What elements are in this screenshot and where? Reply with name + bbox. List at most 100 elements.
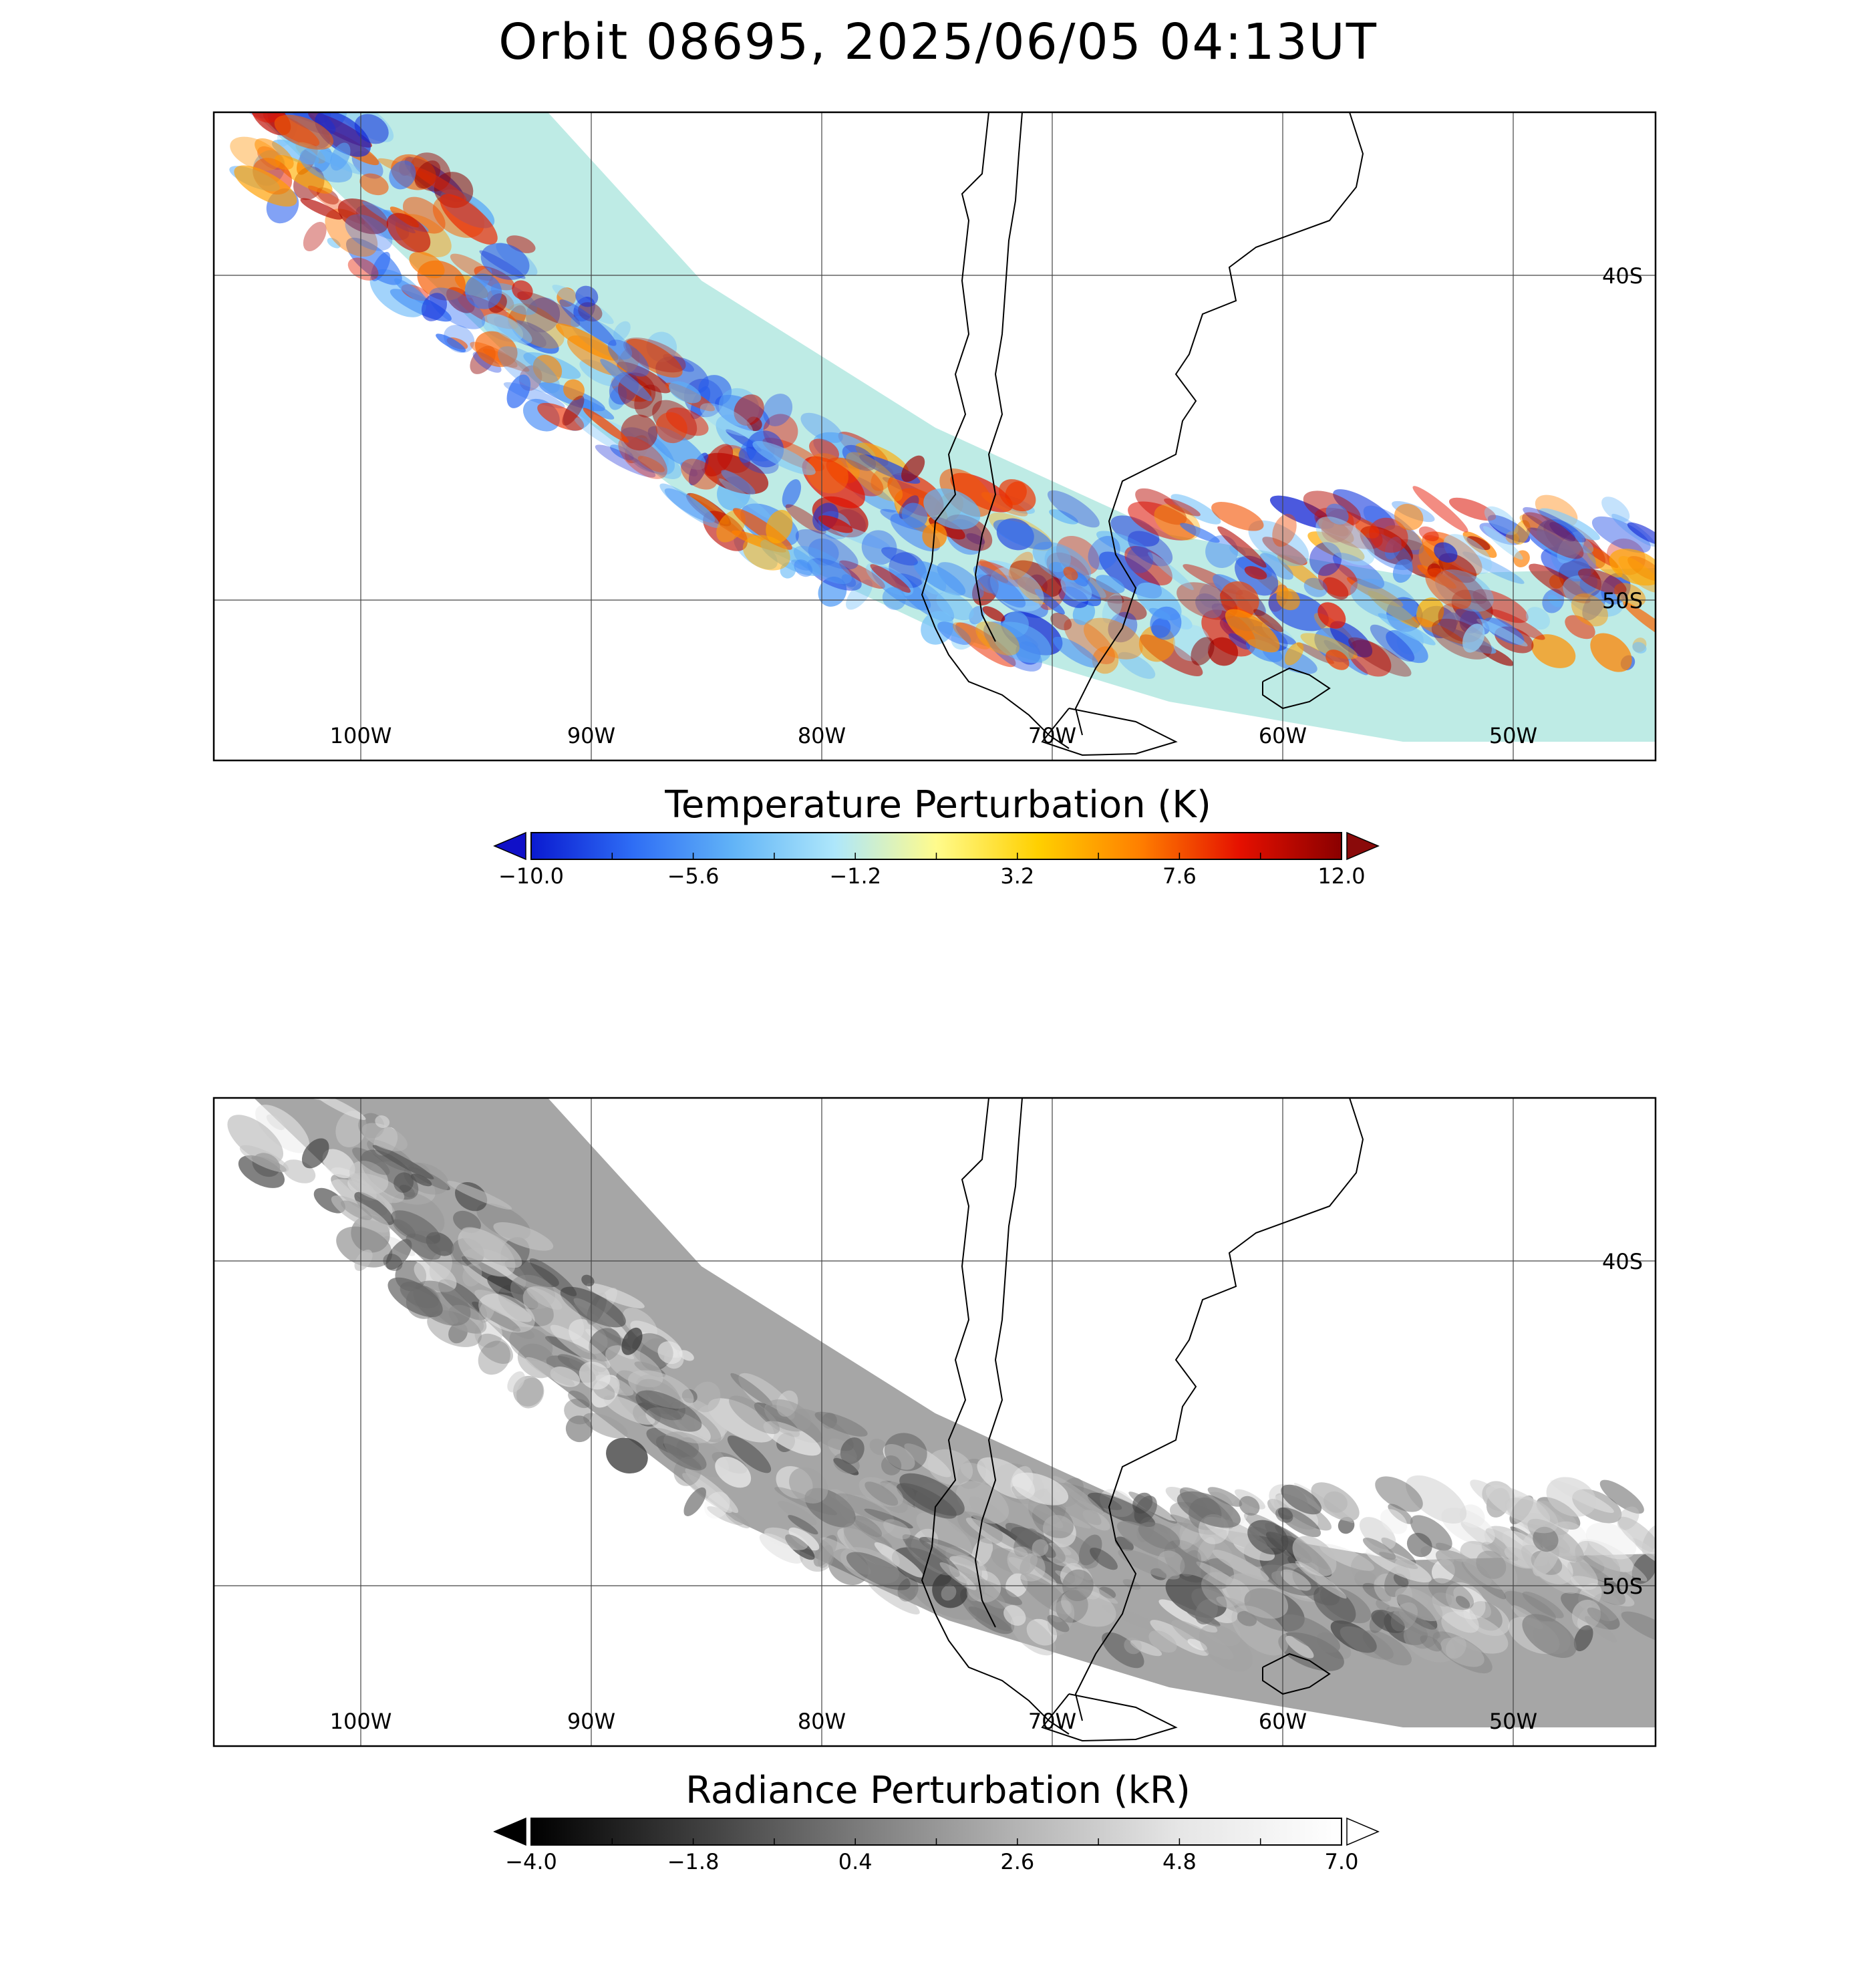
perturbation-blob [1565, 615, 1595, 640]
latitude-label: 40S [1602, 1249, 1643, 1274]
perturbation-blob [818, 515, 853, 533]
perturbation-blob [789, 1467, 828, 1504]
perturbation-blob [1432, 1592, 1479, 1633]
perturbation-blob [1425, 568, 1472, 609]
perturbation-blob [664, 488, 716, 523]
perturbation-blob [1281, 1614, 1340, 1653]
longitude-label: 70W [1028, 723, 1076, 748]
perturbation-blob [1011, 1472, 1069, 1506]
temperature-colorbar: −10.0 −5.6 −1.2 3.2 7.6 12.0 [493, 831, 1380, 889]
perturbation-blob [1052, 636, 1099, 668]
perturbation-blob [956, 1481, 1009, 1524]
perturbation-blob [1259, 553, 1293, 580]
perturbation-blob [699, 403, 754, 436]
perturbation-blob [842, 444, 877, 471]
perturbation-blob [1207, 637, 1239, 666]
perturbation-blob [1375, 1476, 1423, 1512]
perturbation-blob [359, 173, 389, 196]
perturbation-blob [981, 492, 1028, 517]
perturbation-blob [1340, 1626, 1394, 1660]
perturbation-blob [1380, 1509, 1408, 1534]
perturbation-blob [1225, 1573, 1289, 1619]
perturbation-blob [999, 479, 1036, 512]
perturbation-blob [409, 251, 445, 279]
perturbation-blob [1476, 619, 1528, 647]
perturbation-blob [474, 1290, 532, 1322]
perturbation-blob [1330, 621, 1373, 658]
perturbation-blob [1064, 618, 1115, 664]
perturbation-blob [1083, 617, 1143, 660]
perturbation-blob [937, 562, 984, 599]
perturbation-blob [236, 1045, 289, 1083]
perturbation-blob [1102, 593, 1122, 623]
perturbation-blob [1049, 509, 1078, 525]
perturbation-blob [1087, 1492, 1156, 1528]
perturbation-blob [993, 519, 1052, 550]
perturbation-blob [1126, 546, 1154, 573]
perturbation-blob [1102, 1632, 1144, 1669]
perturbation-blob [621, 1327, 643, 1355]
perturbation-blob [708, 1398, 774, 1443]
perturbation-blob [1277, 555, 1325, 591]
perturbation-blob [227, 1115, 284, 1163]
perturbation-blob [375, 1115, 390, 1129]
perturbation-blob [657, 1341, 683, 1365]
perturbation-blob [391, 1210, 441, 1244]
perturbation-blob [261, 68, 285, 90]
perturbation-blob [493, 1222, 554, 1251]
longitude-label: 90W [567, 1709, 615, 1734]
perturbation-blob [973, 565, 1026, 608]
perturbation-blob [1617, 1506, 1639, 1530]
perturbation-blob [752, 440, 816, 475]
longitude-label: 50W [1489, 723, 1537, 748]
perturbation-blob [1020, 1553, 1038, 1576]
perturbation-blob [1533, 1526, 1559, 1552]
perturbation-blob [509, 1326, 553, 1362]
colorbar-tick-label: 2.6 [1000, 1849, 1034, 1874]
perturbation-blob [1124, 1637, 1142, 1655]
perturbation-blob [1434, 542, 1458, 563]
perturbation-blob [759, 1533, 803, 1564]
perturbation-blob [234, 165, 297, 207]
perturbation-blob [951, 1564, 1006, 1609]
perturbation-blob [1253, 1504, 1291, 1526]
perturbation-blob [637, 456, 665, 472]
perturbation-blob [1225, 609, 1280, 653]
perturbation-blob [1485, 1485, 1551, 1526]
perturbation-blob [545, 1336, 597, 1360]
coastline-segment [921, 1097, 1070, 1735]
perturbation-blob [727, 1435, 772, 1473]
perturbation-blob [1573, 1624, 1593, 1652]
perturbation-blob [371, 251, 391, 281]
perturbation-blob [568, 1391, 590, 1409]
perturbation-blob [1386, 1606, 1441, 1639]
perturbation-blob [1406, 1532, 1432, 1558]
map-frame [212, 1097, 1657, 1747]
perturbation-blob [421, 293, 448, 321]
perturbation-blob [447, 1181, 512, 1210]
perturbation-blob [1455, 1596, 1470, 1608]
perturbation-blob [1239, 1496, 1260, 1516]
perturbation-blob [1529, 563, 1591, 604]
perturbation-blob [618, 436, 667, 479]
perturbation-blob [955, 622, 1016, 668]
perturbation-blob [1047, 1614, 1070, 1632]
perturbation-blob [393, 1219, 416, 1238]
perturbation-blob [1130, 1640, 1162, 1657]
perturbation-blob [645, 1407, 711, 1444]
perturbation-blob [785, 1534, 815, 1560]
perturbation-blob [1195, 593, 1223, 619]
perturbation-blob [225, 35, 288, 90]
perturbation-blob [1513, 520, 1531, 545]
perturbation-blob [628, 1370, 694, 1409]
perturbation-blob [1088, 536, 1120, 570]
perturbation-blob [575, 285, 599, 307]
perturbation-blob [1311, 1482, 1360, 1522]
map-grid [214, 1098, 1656, 1746]
perturbation-blob [354, 114, 389, 144]
perturbation-blob [845, 452, 903, 502]
perturbation-blob [941, 1584, 957, 1601]
perturbation-blob [1170, 1514, 1213, 1537]
perturbation-blob [1571, 593, 1608, 627]
radiance-map-panel: 100W 90W 80W 70W 60W 50W 40S 50S [212, 1045, 1657, 1747]
